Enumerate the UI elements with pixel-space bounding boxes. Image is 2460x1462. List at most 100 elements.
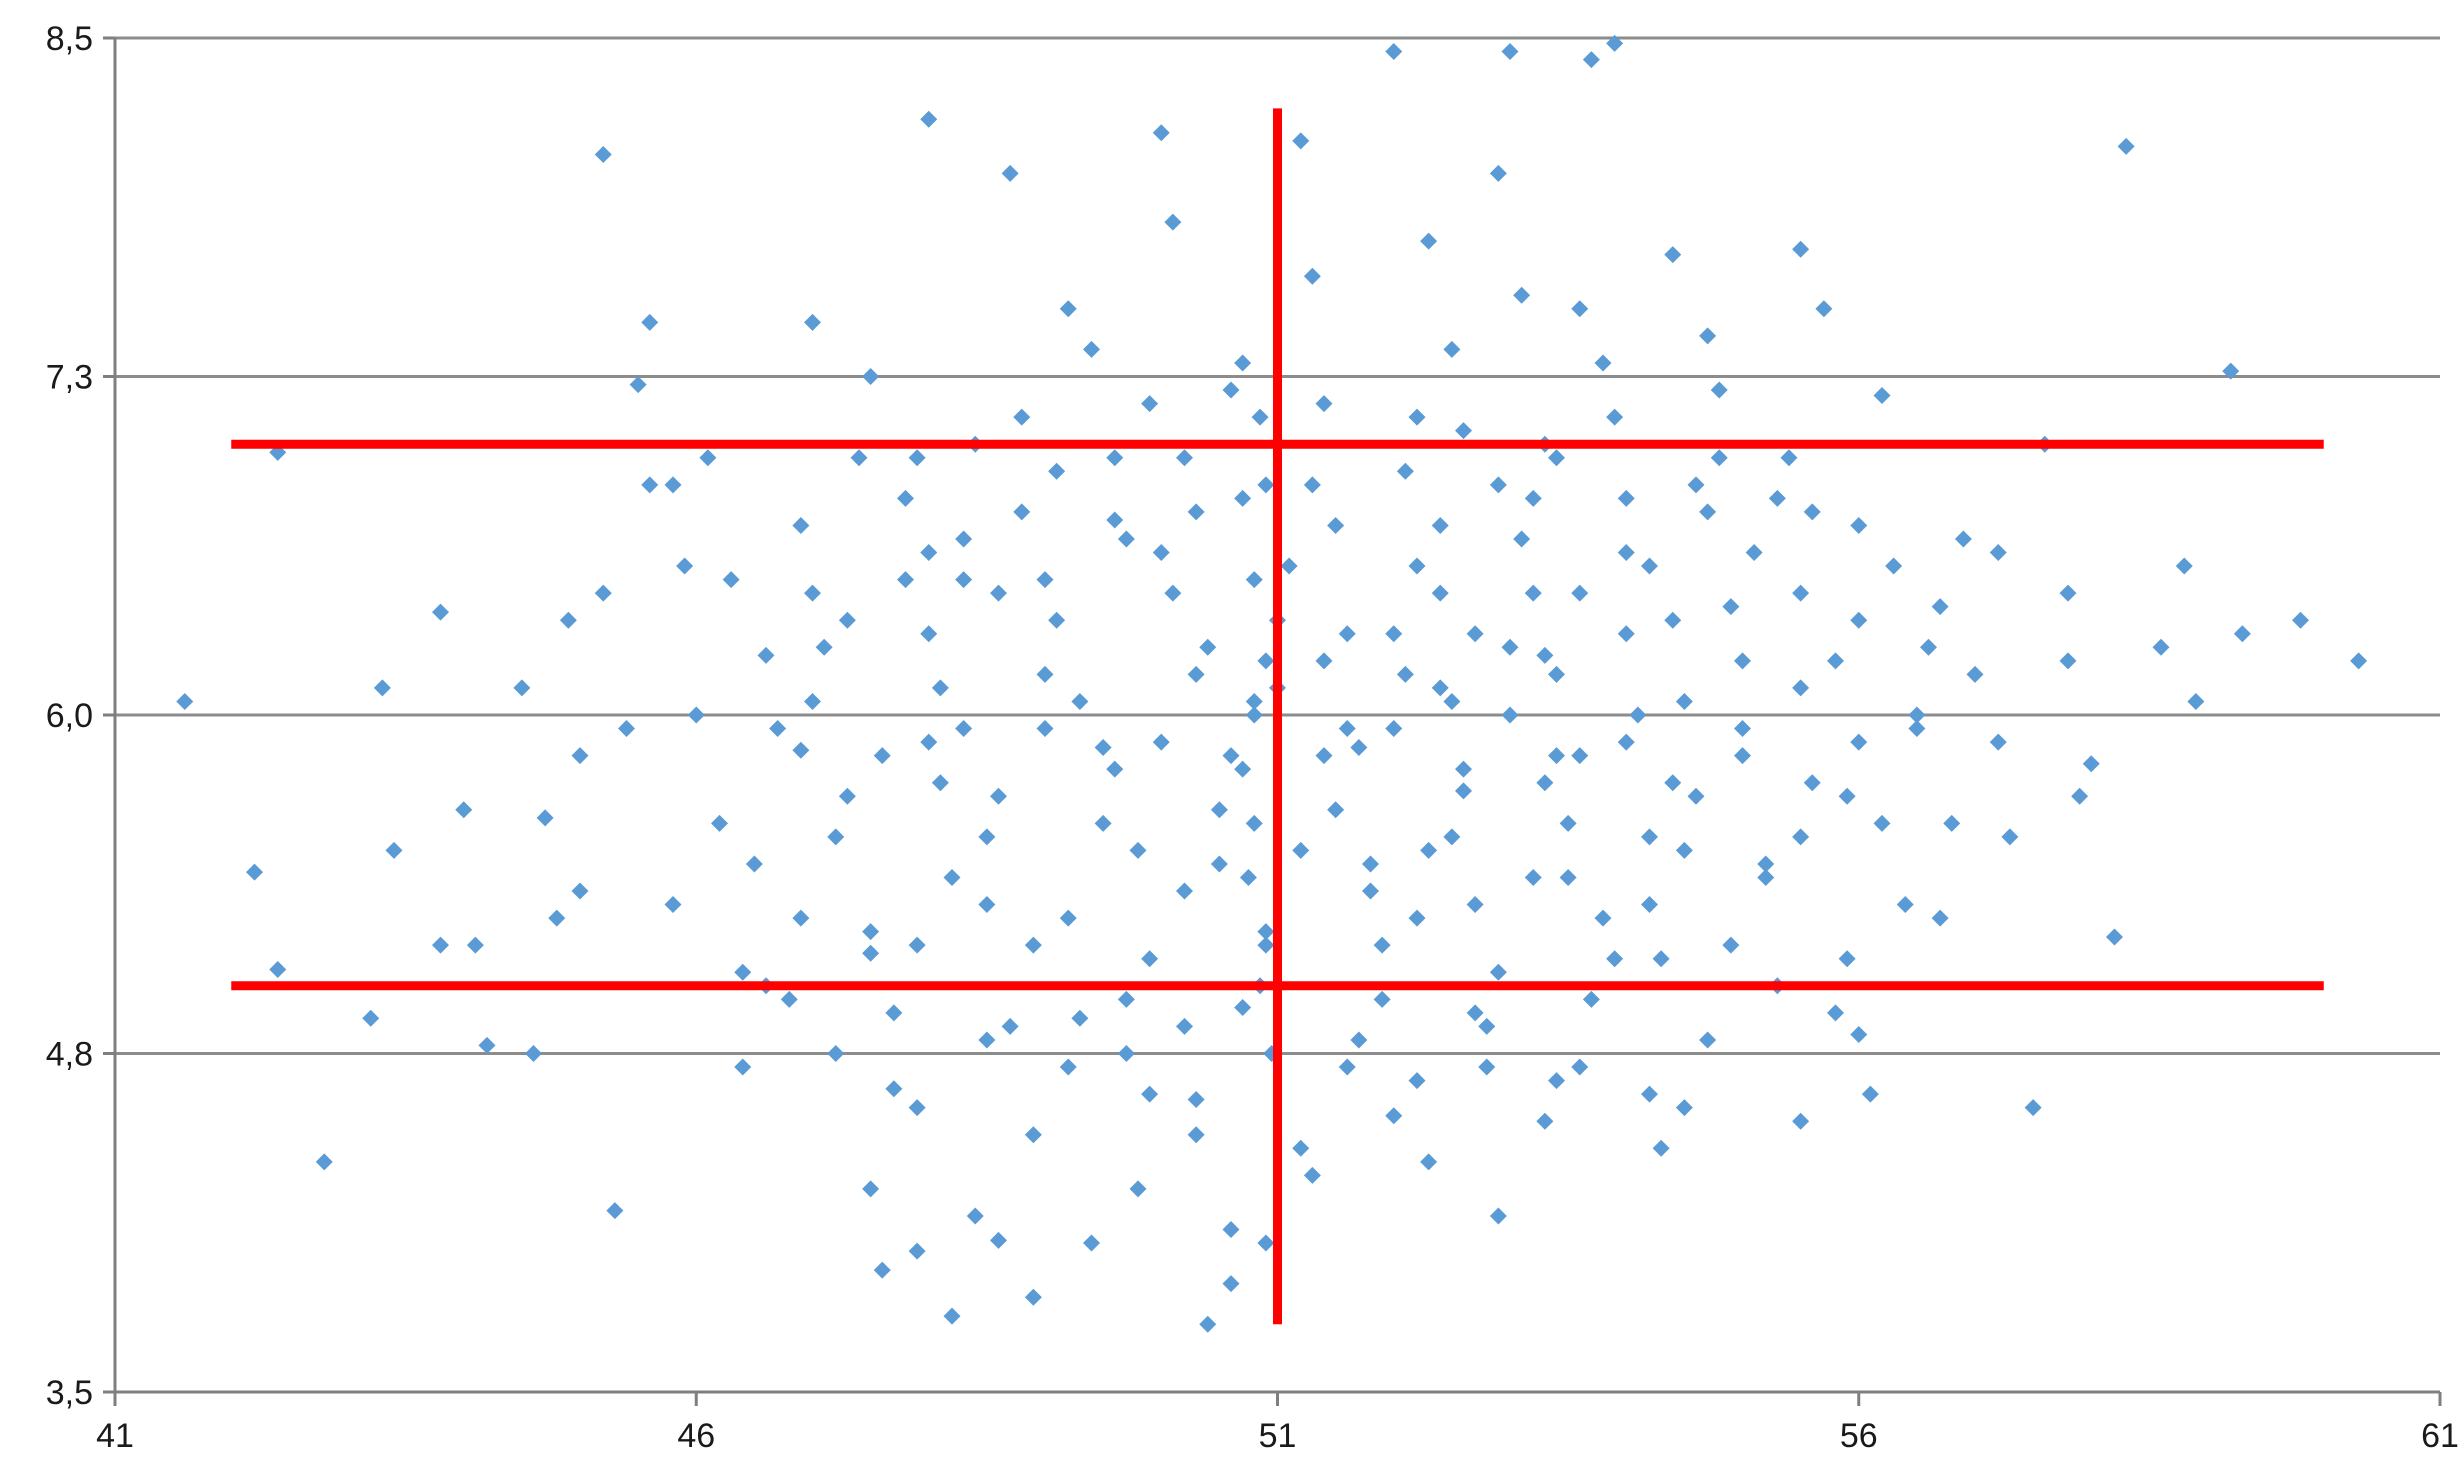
data-point bbox=[1443, 828, 1461, 846]
data-point bbox=[1641, 828, 1658, 846]
data-point bbox=[862, 923, 880, 941]
data-point bbox=[1106, 511, 1124, 529]
data-point bbox=[1885, 557, 1903, 575]
data-point bbox=[1641, 896, 1658, 914]
data-point bbox=[1699, 503, 1717, 521]
data-point bbox=[455, 801, 473, 819]
data-point bbox=[1850, 1026, 1868, 1044]
data-point bbox=[1838, 950, 1856, 968]
data-point bbox=[1431, 584, 1449, 602]
data-point bbox=[804, 313, 821, 331]
data-point bbox=[804, 692, 821, 710]
data-point bbox=[1071, 1009, 1089, 1027]
data-point bbox=[2152, 638, 2170, 656]
data-point bbox=[1873, 814, 1891, 832]
data-point bbox=[792, 516, 810, 534]
data-point bbox=[1152, 124, 1170, 142]
data-point bbox=[2350, 652, 2368, 670]
data-point bbox=[1141, 395, 1159, 413]
data-point bbox=[1013, 503, 1031, 521]
data-point bbox=[1757, 855, 1775, 873]
data-point bbox=[2187, 692, 2205, 710]
data-point bbox=[1176, 882, 1193, 900]
data-point bbox=[745, 855, 763, 873]
data-point bbox=[1234, 354, 1252, 372]
data-point bbox=[1827, 1004, 1844, 1022]
data-point bbox=[1455, 760, 1472, 778]
data-point bbox=[1420, 841, 1438, 859]
data-point bbox=[1408, 408, 1426, 426]
data-point bbox=[1373, 936, 1391, 954]
data-point bbox=[1838, 787, 1856, 805]
data-point bbox=[1292, 132, 1310, 150]
data-point bbox=[2059, 584, 2077, 602]
data-point bbox=[908, 449, 926, 467]
data-point bbox=[862, 368, 880, 385]
y-tick-label-1: 4,8 bbox=[46, 1036, 93, 1074]
data-point bbox=[1675, 841, 1693, 859]
data-point bbox=[594, 584, 612, 602]
data-point bbox=[920, 733, 938, 751]
data-point bbox=[792, 741, 810, 759]
data-point bbox=[1257, 652, 1275, 670]
axes bbox=[103, 36, 2442, 1406]
data-point bbox=[1710, 381, 1728, 399]
data-point bbox=[1466, 1004, 1484, 1022]
data-point bbox=[1013, 408, 1031, 426]
data-point bbox=[1408, 557, 1426, 575]
data-point bbox=[1431, 516, 1449, 534]
data-point bbox=[676, 557, 694, 575]
data-point bbox=[862, 1180, 880, 1198]
data-point bbox=[873, 1261, 891, 1279]
data-point bbox=[1571, 584, 1589, 602]
data-point bbox=[1245, 692, 1263, 710]
data-point bbox=[1827, 652, 1844, 670]
y-tick-label-3: 7,3 bbox=[46, 359, 93, 397]
data-point bbox=[1315, 395, 1333, 413]
data-point bbox=[2175, 557, 2193, 575]
data-point bbox=[432, 603, 449, 621]
data-point bbox=[1501, 638, 1519, 656]
data-point bbox=[722, 571, 740, 589]
data-point bbox=[1106, 760, 1124, 778]
data-point bbox=[1443, 692, 1461, 710]
data-point bbox=[362, 1009, 380, 1027]
data-point bbox=[1257, 476, 1275, 494]
data-point bbox=[1966, 665, 1984, 683]
data-point bbox=[1501, 43, 1519, 61]
data-point bbox=[1245, 706, 1263, 724]
data-point bbox=[1187, 665, 1205, 683]
data-point bbox=[1187, 1091, 1205, 1109]
data-point bbox=[1594, 909, 1612, 927]
data-point bbox=[1164, 584, 1182, 602]
data-point bbox=[1606, 950, 1624, 968]
data-point bbox=[1187, 1126, 1205, 1144]
data-point bbox=[1059, 300, 1077, 318]
data-point bbox=[664, 476, 682, 494]
data-point bbox=[920, 544, 938, 562]
data-point bbox=[1350, 1031, 1368, 1049]
data-point bbox=[931, 774, 949, 792]
data-point bbox=[827, 1045, 845, 1062]
data-point bbox=[1024, 1126, 1042, 1144]
data-point bbox=[1489, 164, 1507, 182]
data-point bbox=[1024, 1288, 1042, 1306]
data-point bbox=[955, 530, 973, 548]
data-point bbox=[385, 841, 403, 859]
data-point bbox=[1187, 503, 1205, 521]
data-point bbox=[687, 706, 705, 724]
data-point bbox=[943, 1307, 961, 1325]
data-point bbox=[2082, 755, 2100, 773]
data-point bbox=[1757, 868, 1775, 886]
data-point bbox=[1710, 449, 1728, 467]
data-point bbox=[176, 692, 194, 710]
x-tick-label-0: 41 bbox=[96, 1417, 134, 1455]
data-point bbox=[1734, 720, 1751, 738]
data-point bbox=[1548, 1072, 1565, 1090]
data-point bbox=[1234, 998, 1252, 1016]
data-point bbox=[1257, 1234, 1275, 1252]
data-points bbox=[176, 34, 2368, 1333]
data-point bbox=[1687, 787, 1705, 805]
data-point bbox=[1617, 489, 1635, 507]
data-point bbox=[1896, 896, 1914, 914]
